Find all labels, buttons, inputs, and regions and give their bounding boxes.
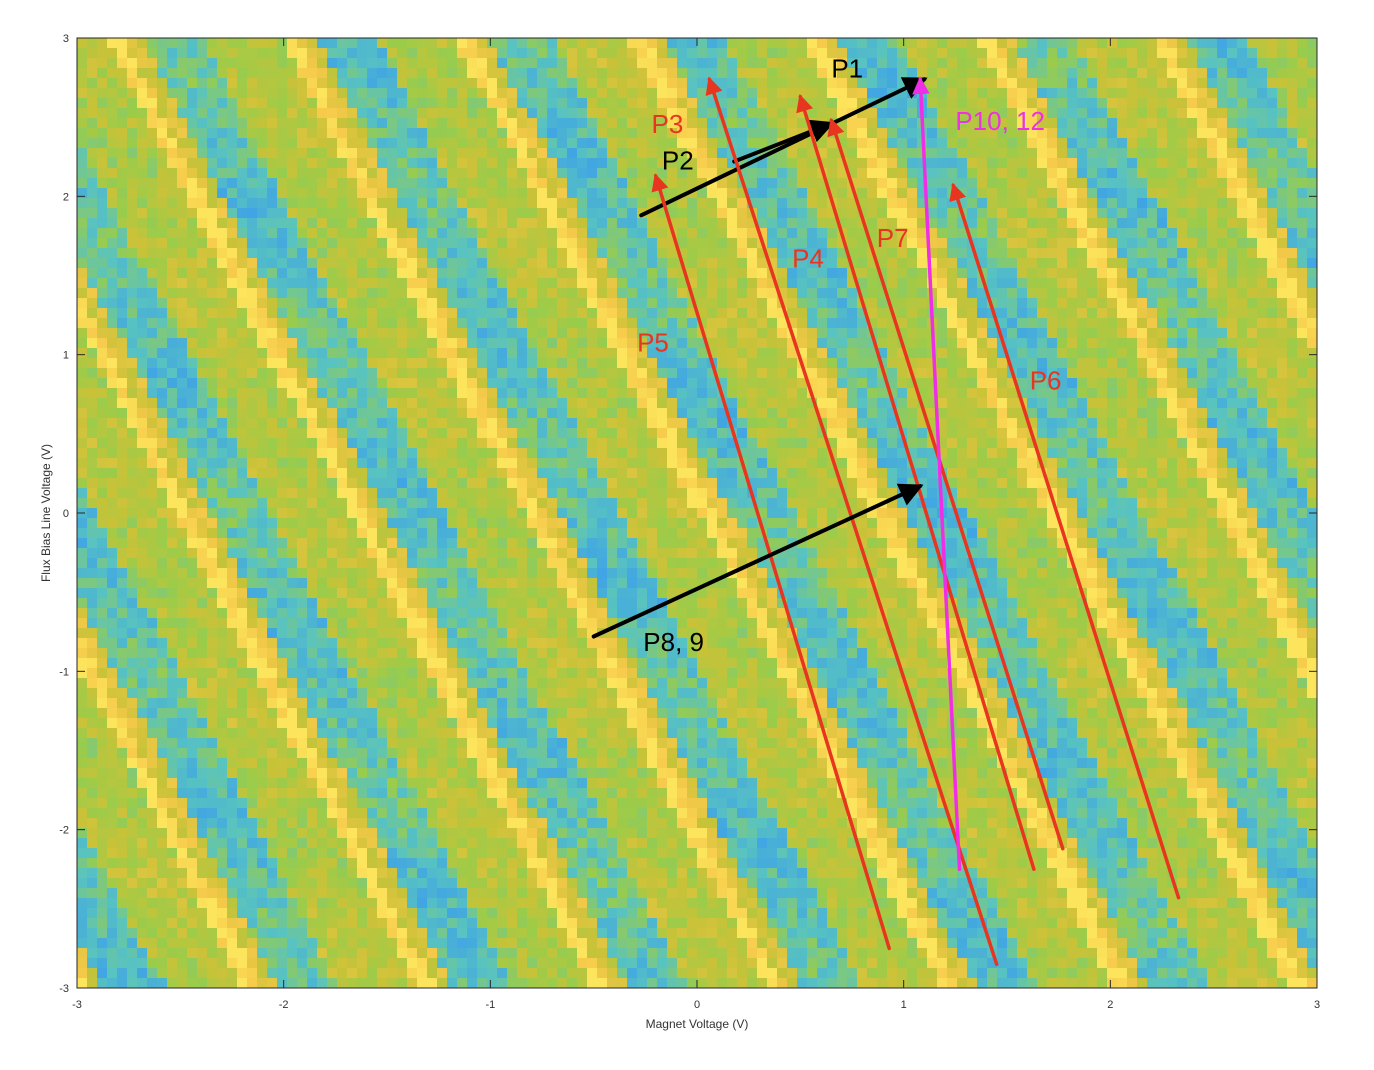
path-arrow-p8-9 [591,483,924,639]
x-axis-label: Magnet Voltage (V) [646,1017,749,1031]
path-arrow-p3 [705,76,999,966]
y-tick-label: -2 [59,825,69,837]
x-tick-label: -2 [279,999,289,1011]
y-axis-ticks: -3 -2 -1 0 1 2 3 [59,33,1317,995]
y-tick-label: -3 [59,983,69,995]
path-arrow-p7 [827,117,1065,851]
path-labels: P1 P2 P3 P4 P5 P6 P7 P8, 9 P10, 12 [637,54,1061,657]
path-label-p8-9: P8, 9 [643,627,704,657]
y-tick-label: 0 [63,508,69,520]
path-label-p2: P2 [662,145,694,175]
x-tick-label: -3 [72,999,82,1011]
y-tick-label: 3 [63,33,69,45]
path-label-p4: P4 [792,244,824,274]
path-label-p6: P6 [1030,366,1062,396]
path-arrow-p2 [732,119,835,164]
path-arrow-p4 [796,94,1036,871]
x-axis-ticks: -3 -2 -1 0 1 2 3 [72,38,1320,1011]
path-label-p10-12: P10, 12 [955,106,1045,136]
path-arrow-p6 [949,182,1181,900]
x-tick-label: 2 [1107,999,1113,1011]
y-tick-label: 1 [63,350,69,362]
path-label-p7: P7 [877,223,909,253]
y-tick-label: 2 [63,191,69,203]
path-arrow-p1 [639,77,928,218]
path-label-p3: P3 [652,109,684,139]
path-arrows [591,76,1181,966]
heatmap-surface [77,38,1317,988]
path-label-p5: P5 [637,328,669,358]
path-arrow-p10-12 [912,76,962,871]
y-axis-label: Flux Bias Line Voltage (V) [39,444,53,582]
x-tick-label: -1 [485,999,495,1011]
path-arrow-p5 [651,173,891,951]
x-tick-label: 3 [1314,999,1320,1011]
x-tick-label: 1 [901,999,907,1011]
path-label-p1: P1 [831,54,863,84]
x-tick-label: 0 [694,999,700,1011]
y-tick-label: -1 [59,666,69,678]
